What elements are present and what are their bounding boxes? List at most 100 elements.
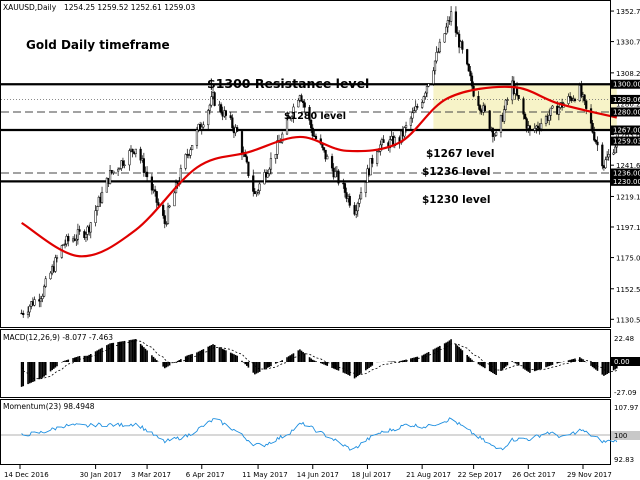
- macd-bar: [242, 362, 245, 363]
- macd-bar: [511, 361, 514, 362]
- macd-bar: [133, 339, 136, 362]
- macd-bar: [416, 356, 419, 362]
- candle-body: [499, 114, 503, 133]
- macd-bar: [342, 362, 345, 373]
- macd-bar: [86, 355, 89, 362]
- macd-bar: [263, 362, 266, 370]
- macd-bar: [466, 354, 468, 362]
- price-tag-box: [611, 79, 640, 89]
- macd-bar: [300, 350, 303, 362]
- price-tag-label: 1259.03: [613, 138, 640, 146]
- macd-bar: [550, 362, 552, 366]
- candle-body: [421, 102, 424, 108]
- macd-bar: [77, 356, 79, 362]
- candle-body: [263, 172, 266, 185]
- macd-bar: [197, 351, 200, 362]
- macd-bar: [191, 353, 193, 362]
- candle-body: [594, 140, 597, 143]
- macd-bar: [348, 362, 351, 376]
- candle-body: [458, 33, 461, 48]
- macd-bar: [426, 352, 428, 362]
- macd-bar: [308, 357, 311, 362]
- macd-bar: [347, 362, 349, 375]
- level-1267-label: $1267 level: [426, 148, 494, 160]
- macd-bar: [200, 349, 203, 362]
- price-tick-label: 1197.10: [616, 224, 640, 232]
- candle-body: [49, 272, 52, 280]
- candle-body: [369, 158, 372, 176]
- price-tag-label: 1300.00: [613, 81, 640, 89]
- candle-body: [44, 278, 47, 287]
- candle-body: [258, 183, 261, 191]
- macd-bar: [525, 362, 528, 371]
- candle-body: [536, 125, 540, 129]
- candle-body: [123, 164, 126, 166]
- candle-body: [523, 113, 527, 119]
- candle-body: [84, 234, 88, 238]
- macd-bar: [503, 362, 505, 369]
- candle-body: [105, 177, 108, 193]
- macd-bar: [558, 362, 560, 363]
- macd-bar: [471, 359, 473, 362]
- candle-body: [517, 95, 520, 99]
- candle-body: [411, 112, 414, 119]
- macd-bar: [252, 362, 255, 373]
- macd-bar: [393, 361, 396, 362]
- macd-bar: [281, 360, 283, 362]
- candle-body: [231, 117, 234, 129]
- price-tag-label: 1289.06: [613, 96, 640, 104]
- candle-body: [488, 110, 491, 129]
- macd-bar: [490, 362, 493, 373]
- candle-body: [585, 100, 588, 109]
- macd-bar: [355, 362, 357, 378]
- candle-body: [247, 161, 250, 176]
- date-tick-label: 18 Jul 2017: [351, 471, 391, 479]
- candle-body: [567, 96, 570, 104]
- candle-body: [279, 141, 282, 144]
- candle-body: [134, 148, 137, 154]
- candle-body: [343, 183, 347, 193]
- macd-bar: [522, 362, 525, 369]
- macd-bar: [574, 358, 576, 362]
- macd-bar: [365, 362, 367, 371]
- macd-bar: [559, 362, 562, 363]
- candle-body: [290, 116, 293, 119]
- macd-bar: [128, 340, 131, 362]
- candle-body: [128, 150, 131, 166]
- macd-bar: [455, 343, 457, 362]
- date-tick-label: 30 Jan 2017: [80, 471, 122, 479]
- macd-bar: [151, 355, 153, 362]
- macd-bar: [123, 340, 126, 362]
- candle-body: [165, 223, 168, 225]
- candle-body: [601, 144, 604, 167]
- macd-bar: [75, 357, 78, 362]
- candle-body: [548, 115, 551, 121]
- candle-body: [612, 152, 615, 155]
- macd-bar: [247, 362, 250, 368]
- level-1236-label: $1236 level: [422, 166, 490, 178]
- macd-bar: [461, 350, 464, 362]
- macd-bar: [514, 362, 517, 364]
- price-tag-box: [611, 94, 640, 104]
- candle-body: [358, 198, 361, 204]
- candle-body: [145, 171, 149, 178]
- macd-bar: [403, 360, 406, 362]
- macd-bar: [434, 348, 436, 362]
- candle-body: [314, 135, 318, 139]
- candle-body: [591, 122, 594, 133]
- price-tag-box: [611, 107, 640, 117]
- candle-body: [195, 129, 199, 146]
- candle-body: [606, 156, 609, 161]
- macd-bar: [572, 358, 575, 362]
- candle-body: [157, 202, 160, 206]
- macd-bar: [578, 357, 581, 362]
- candle-body: [166, 206, 170, 224]
- price-tag-label: 1267.00: [613, 127, 640, 135]
- macd-bar: [65, 360, 68, 362]
- macd-bar: [41, 362, 44, 378]
- macd-bar: [266, 362, 269, 368]
- macd-panel-frame: [0, 329, 611, 398]
- candle-body: [131, 148, 134, 153]
- macd-bar: [27, 362, 29, 385]
- macd-bar: [22, 362, 25, 387]
